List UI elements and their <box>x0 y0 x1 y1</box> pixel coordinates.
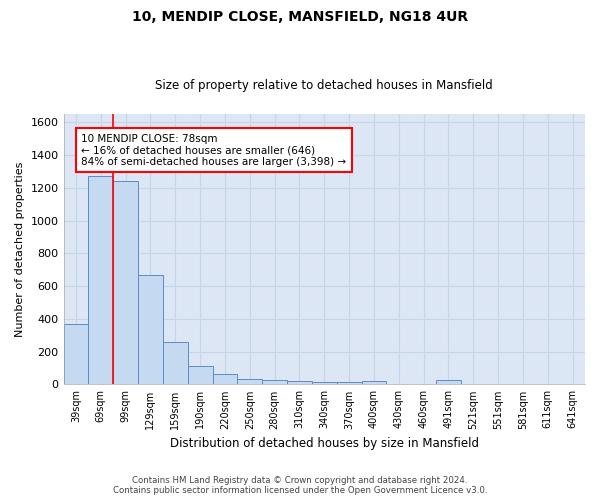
Bar <box>312 382 337 384</box>
Text: 10 MENDIP CLOSE: 78sqm
← 16% of detached houses are smaller (646)
84% of semi-de: 10 MENDIP CLOSE: 78sqm ← 16% of detached… <box>82 134 347 167</box>
Bar <box>64 324 88 384</box>
Bar <box>188 366 212 384</box>
Text: Contains HM Land Registry data © Crown copyright and database right 2024.
Contai: Contains HM Land Registry data © Crown c… <box>113 476 487 495</box>
Text: 10, MENDIP CLOSE, MANSFIELD, NG18 4UR: 10, MENDIP CLOSE, MANSFIELD, NG18 4UR <box>132 10 468 24</box>
Bar <box>362 381 386 384</box>
X-axis label: Distribution of detached houses by size in Mansfield: Distribution of detached houses by size … <box>170 437 479 450</box>
Bar <box>113 181 138 384</box>
Bar <box>138 274 163 384</box>
Bar <box>262 380 287 384</box>
Bar <box>212 374 238 384</box>
Bar <box>337 382 362 384</box>
Bar <box>238 378 262 384</box>
Y-axis label: Number of detached properties: Number of detached properties <box>15 162 25 337</box>
Bar <box>163 342 188 384</box>
Bar <box>287 382 312 384</box>
Bar <box>436 380 461 384</box>
Bar <box>88 176 113 384</box>
Title: Size of property relative to detached houses in Mansfield: Size of property relative to detached ho… <box>155 79 493 92</box>
